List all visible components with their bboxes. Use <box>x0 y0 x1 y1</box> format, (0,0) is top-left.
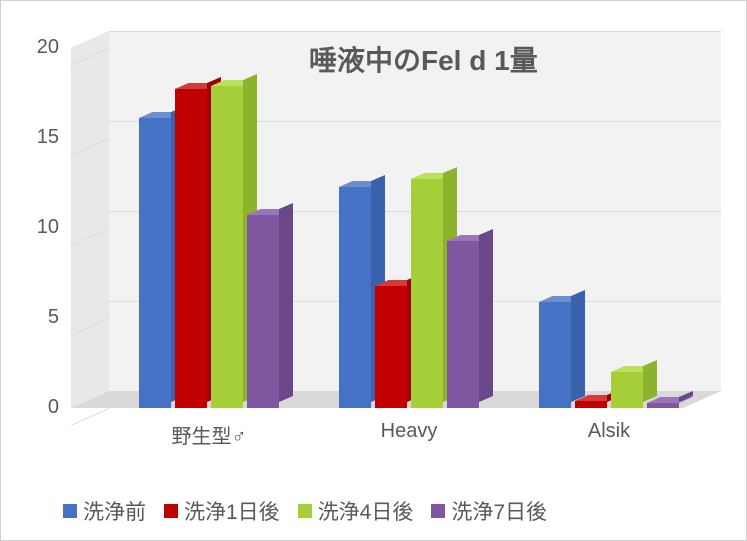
legend-swatch <box>63 504 77 518</box>
bar-side <box>479 229 493 402</box>
legend-item: 洗浄7日後 <box>431 496 547 526</box>
bar <box>339 187 371 408</box>
legend-label: 洗浄1日後 <box>184 496 280 526</box>
bar <box>539 302 571 408</box>
bar-side <box>643 360 657 402</box>
bar-side <box>279 203 293 402</box>
legend-label: 洗浄4日後 <box>318 496 414 526</box>
bar-front <box>339 187 371 408</box>
x-tick-label: Heavy <box>319 420 499 443</box>
chart-title: 唾液中のFel d 1量 <box>309 39 538 79</box>
bar-side <box>571 290 585 402</box>
legend-swatch <box>164 504 178 518</box>
bar <box>375 286 407 408</box>
bar-front <box>175 89 207 408</box>
bar <box>647 403 679 408</box>
legend: 洗浄前 洗浄1日後 洗浄4日後 洗浄7日後 <box>63 496 547 526</box>
x-tick-label: Alsik <box>519 420 699 443</box>
bar-front <box>647 403 679 408</box>
y-tick-label: 10 <box>1 216 59 239</box>
y-tick-label: 0 <box>1 396 59 419</box>
legend-swatch <box>431 504 445 518</box>
bar-front <box>611 372 643 408</box>
legend-item: 洗浄4日後 <box>298 496 414 526</box>
x-tick-label: 野生型♂ <box>119 420 299 449</box>
bar <box>411 179 443 408</box>
bar <box>447 241 479 408</box>
gridline <box>109 31 721 32</box>
legend-label: 洗浄7日後 <box>451 496 547 526</box>
bar-front <box>375 286 407 408</box>
bar-front <box>411 179 443 408</box>
y-tick-label: 15 <box>1 126 59 149</box>
bar <box>575 401 607 408</box>
legend-item: 洗浄前 <box>63 496 146 526</box>
legend-item: 洗浄1日後 <box>164 496 280 526</box>
bar-front <box>575 401 607 408</box>
bar <box>247 215 279 408</box>
bar-front <box>139 118 171 408</box>
y-tick-label: 20 <box>1 36 59 59</box>
y-tick-label: 5 <box>1 306 59 329</box>
bar-front <box>247 215 279 408</box>
bar-front <box>539 302 571 408</box>
bar <box>611 372 643 408</box>
legend-label: 洗浄前 <box>83 496 146 526</box>
legend-swatch <box>298 504 312 518</box>
bar-front <box>447 241 479 408</box>
chart-container: 0 5 10 15 20 野生型♂ Heavy Alsik 唾液中のFel d 1量 洗浄前… <box>0 0 747 541</box>
plot-area <box>71 31 721 431</box>
bar-front <box>211 86 243 408</box>
bar <box>211 86 243 408</box>
plot-side-wall <box>71 31 109 408</box>
bar <box>175 89 207 408</box>
bar <box>139 118 171 408</box>
